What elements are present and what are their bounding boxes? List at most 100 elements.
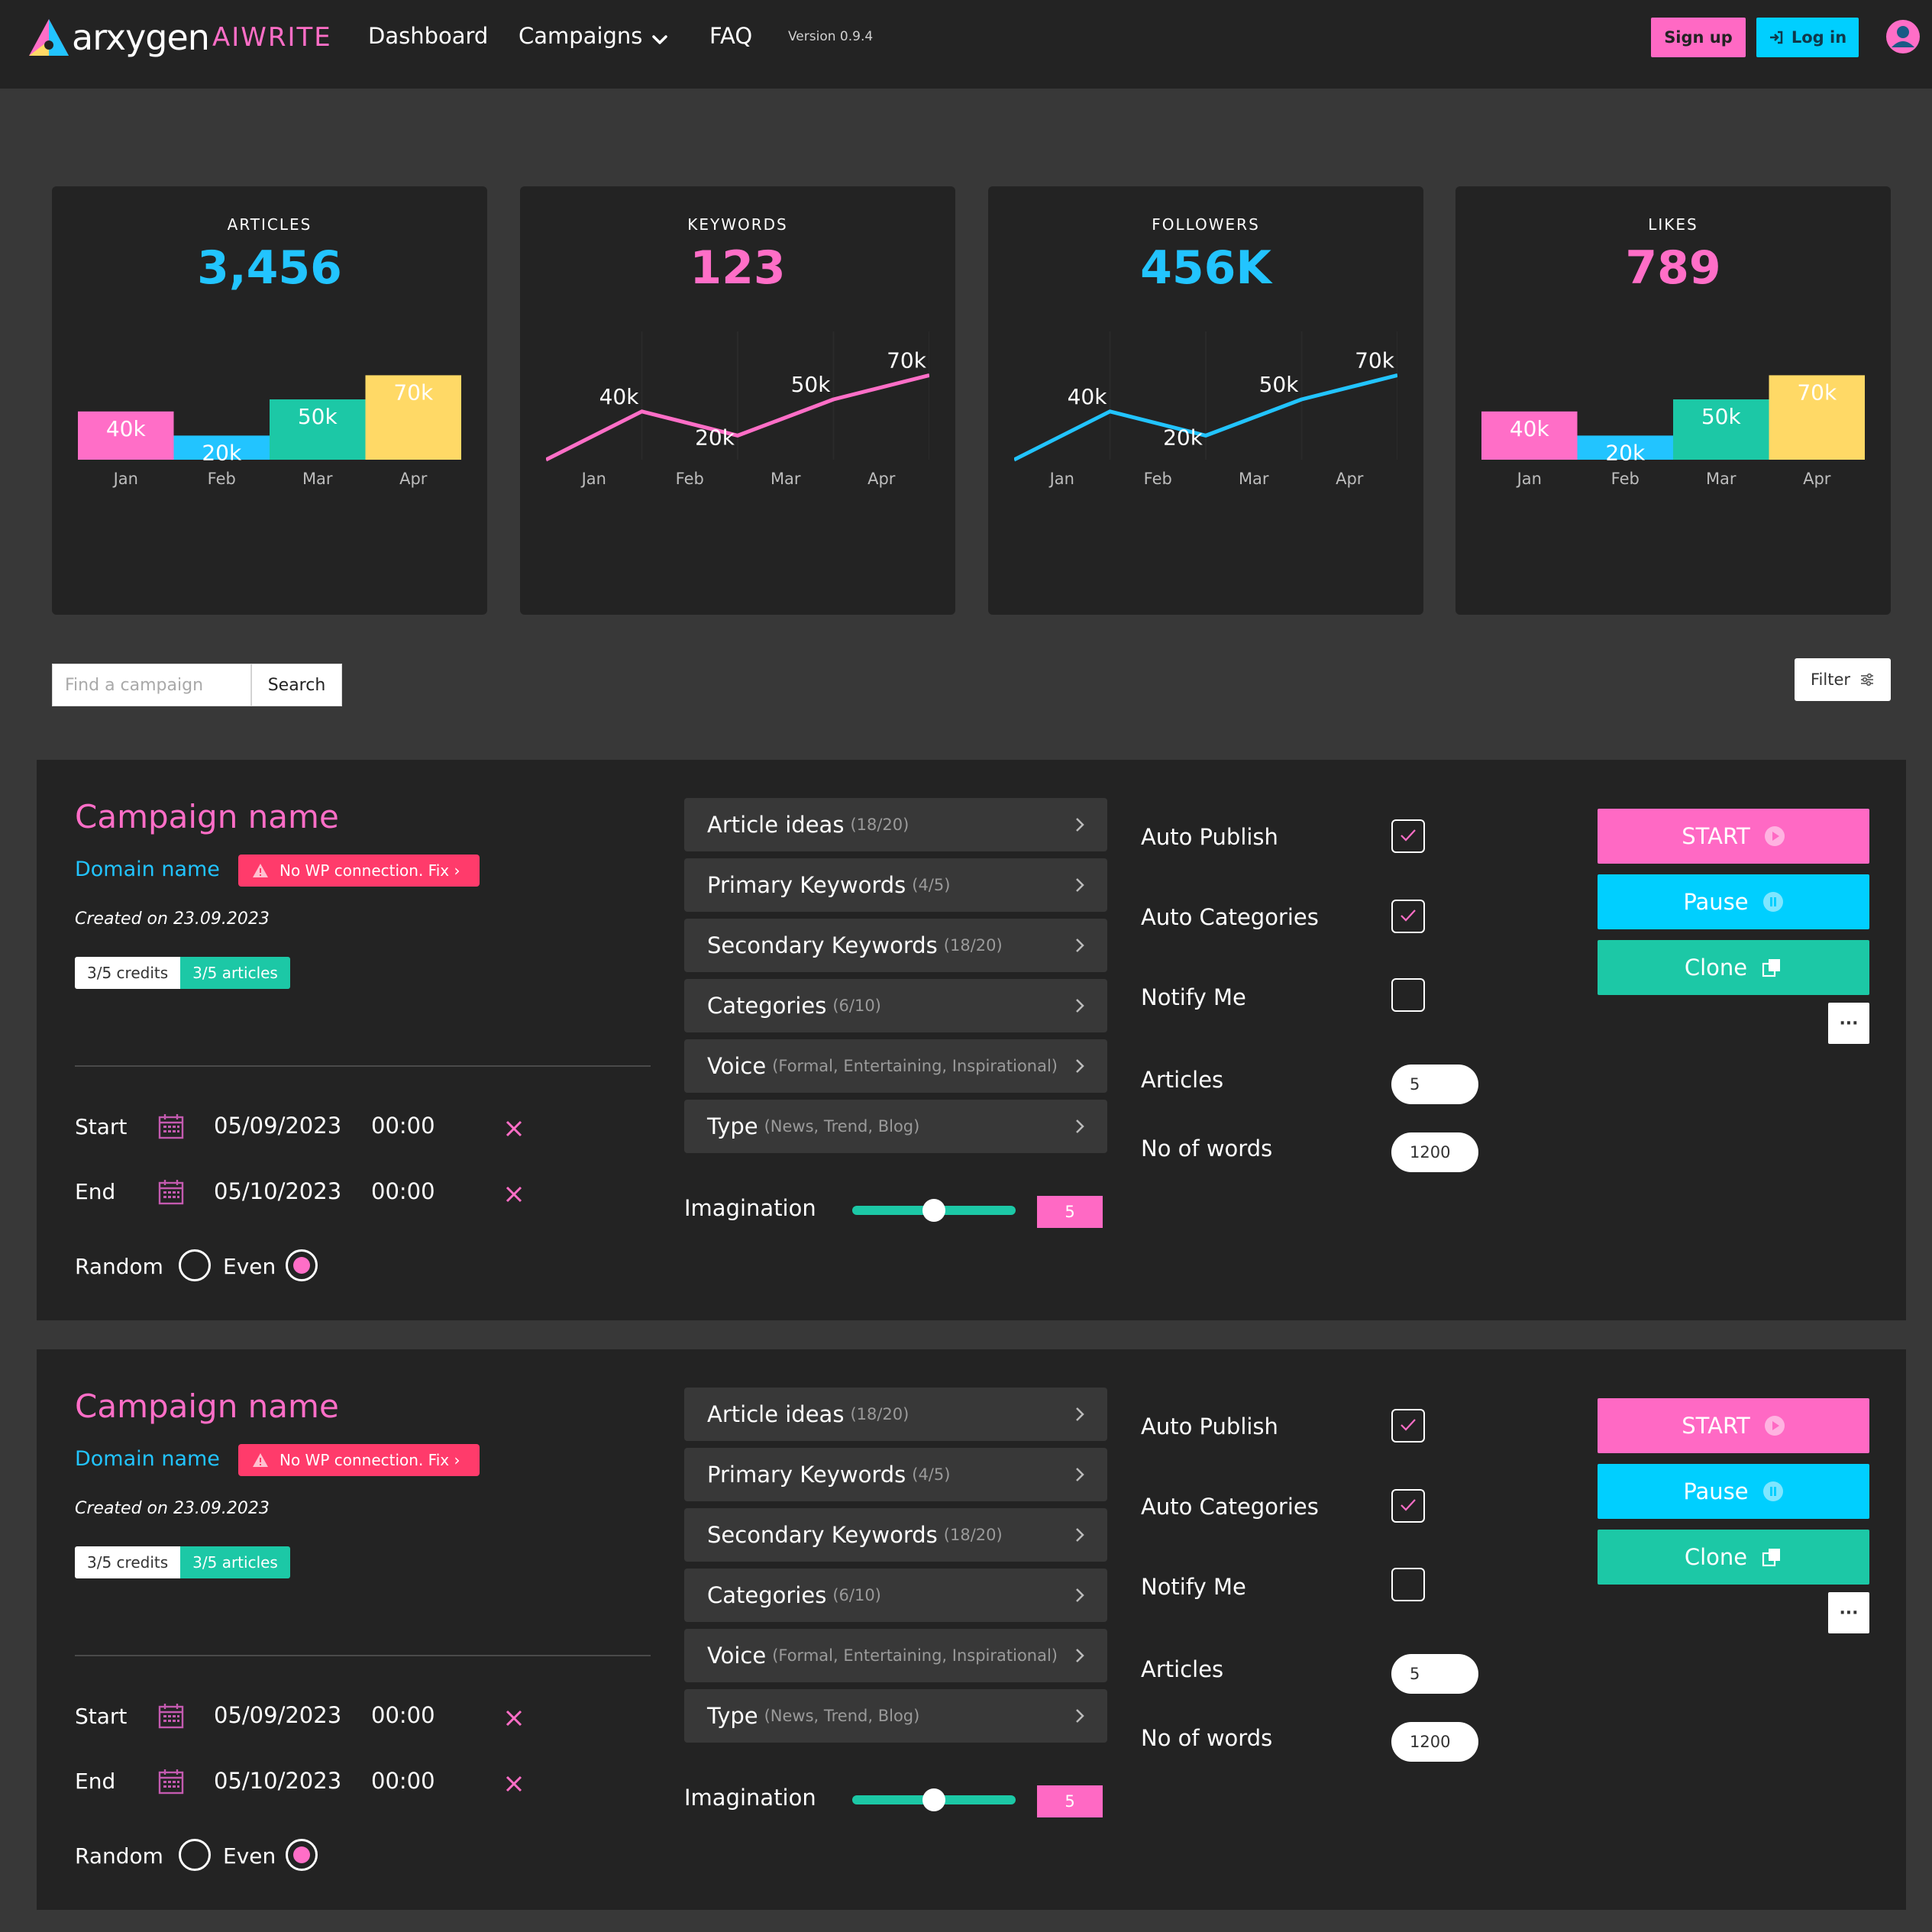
start-date[interactable]: 05/09/2023 [214, 1702, 342, 1728]
calendar-icon[interactable] [157, 1702, 185, 1730]
warning-text: No WP connection. Fix › [279, 1451, 460, 1469]
words-input[interactable]: 1200 [1391, 1132, 1478, 1172]
even-label: Even [223, 1843, 276, 1869]
domain-name[interactable]: Domain name [75, 1447, 220, 1471]
calendar-icon[interactable] [157, 1768, 185, 1795]
auto-categories-checkbox[interactable] [1391, 900, 1425, 933]
nav-faq[interactable]: FAQ [709, 23, 753, 49]
accordion-item[interactable]: Voice (Formal, Entertaining, Inspirationa… [684, 1039, 1107, 1093]
x-tick-label: Feb [676, 470, 704, 488]
usage-badges: 3/5 credits 3/5 articles [75, 957, 290, 989]
pause-label-text: Pause [1683, 889, 1749, 915]
clear-start-icon[interactable] [504, 1708, 524, 1728]
accordion-item[interactable]: Article ideas (18/20) [684, 798, 1107, 851]
more-options-button[interactable]: ··· [1828, 1592, 1869, 1633]
notify-me-checkbox[interactable] [1391, 1568, 1425, 1601]
clear-end-icon[interactable] [504, 1774, 524, 1794]
data-label: 50k [791, 372, 832, 397]
start-button[interactable]: START [1598, 809, 1869, 864]
chart-bar [365, 375, 461, 460]
wp-connection-warning[interactable]: No WP connection. Fix › [238, 1444, 480, 1476]
imagination-value[interactable]: 5 [1037, 1196, 1103, 1228]
end-time[interactable]: 00:00 [371, 1768, 435, 1794]
stat-label: LIKES [1648, 215, 1698, 234]
domain-name[interactable]: Domain name [75, 858, 220, 881]
accordion-item[interactable]: Categories (6/10) [684, 1569, 1107, 1622]
filter-button[interactable]: Filter [1795, 658, 1891, 701]
chart-bar [173, 435, 270, 460]
nav-dashboard[interactable]: Dashboard [368, 23, 489, 49]
random-radio[interactable] [179, 1249, 211, 1281]
data-label: 70k [1355, 347, 1395, 373]
random-radio[interactable] [179, 1839, 211, 1871]
chart-bar [1769, 375, 1865, 460]
start-date[interactable]: 05/09/2023 [214, 1113, 342, 1139]
articles-input[interactable]: 5 [1391, 1654, 1478, 1694]
search-input[interactable] [52, 664, 251, 706]
stat-value: 456K [1140, 241, 1271, 295]
end-time[interactable]: 00:00 [371, 1178, 435, 1204]
imagination-label: Imagination [684, 1785, 816, 1811]
accordion-item[interactable]: Secondary Keywords (18/20) [684, 1508, 1107, 1562]
x-tick-label: Mar [302, 470, 333, 488]
even-radio[interactable] [286, 1839, 318, 1871]
login-label: Log in [1791, 28, 1847, 47]
accordion-item[interactable]: Primary Keywords (4/5) [684, 1448, 1107, 1501]
auto-categories-checkbox[interactable] [1391, 1489, 1425, 1523]
start-button[interactable]: START [1598, 1398, 1869, 1453]
start-time[interactable]: 00:00 [371, 1113, 435, 1139]
accordion-item[interactable]: Primary Keywords (4/5) [684, 858, 1107, 912]
x-tick-label: Feb [1611, 470, 1640, 488]
clear-start-icon[interactable] [504, 1119, 524, 1139]
accordion-item[interactable]: Type (News, Trend, Blog) [684, 1689, 1107, 1743]
accordion-item[interactable]: Secondary Keywords (18/20) [684, 919, 1107, 972]
accordion-item[interactable]: Type (News, Trend, Blog) [684, 1100, 1107, 1153]
search-button[interactable]: Search [251, 664, 342, 706]
created-date: Created on 23.09.2023 [75, 1499, 270, 1518]
campaign-name[interactable]: Campaign name [75, 798, 339, 835]
wp-connection-warning[interactable]: No WP connection. Fix › [238, 855, 480, 887]
pause-button[interactable]: Pause [1598, 1464, 1869, 1519]
even-radio[interactable] [286, 1249, 318, 1281]
clone-button[interactable]: Clone [1598, 940, 1869, 995]
end-date[interactable]: 05/10/2023 [214, 1768, 342, 1794]
play-icon [1764, 826, 1785, 846]
x-tick-label: Jan [112, 470, 138, 488]
logo[interactable]: arxygen AIWRITE [27, 17, 332, 58]
pause-icon [1762, 1481, 1783, 1501]
chevron-down-icon[interactable] [649, 29, 670, 50]
auto-publish-checkbox[interactable] [1391, 819, 1425, 853]
auto-publish-checkbox[interactable] [1391, 1409, 1425, 1443]
avatar[interactable] [1885, 18, 1921, 55]
sliders-icon [1861, 673, 1873, 687]
check-icon [1401, 1499, 1416, 1511]
login-button[interactable]: Log in [1756, 18, 1859, 57]
slider-handle[interactable] [922, 1788, 945, 1811]
notify-me-checkbox[interactable] [1391, 978, 1425, 1012]
accordion-item[interactable]: Article ideas (18/20) [684, 1388, 1107, 1441]
words-input[interactable]: 1200 [1391, 1722, 1478, 1762]
nav-campaigns[interactable]: Campaigns [519, 23, 643, 49]
campaign-name[interactable]: Campaign name [75, 1388, 339, 1425]
calendar-icon[interactable] [157, 1178, 185, 1206]
more-options-button[interactable]: ··· [1828, 1003, 1869, 1044]
clone-button[interactable]: Clone [1598, 1530, 1869, 1585]
accordion-item[interactable]: Categories (6/10) [684, 979, 1107, 1032]
pause-button[interactable]: Pause [1598, 874, 1869, 929]
campaign-card: Campaign name Domain name No WP connecti… [37, 760, 1906, 1320]
signup-button[interactable]: Sign up [1651, 18, 1746, 57]
articles-input[interactable]: 5 [1391, 1065, 1478, 1104]
end-date[interactable]: 05/10/2023 [214, 1178, 342, 1204]
imagination-value[interactable]: 5 [1037, 1785, 1103, 1817]
accordion-item[interactable]: Voice (Formal, Entertaining, Inspirationa… [684, 1629, 1107, 1682]
start-time[interactable]: 00:00 [371, 1702, 435, 1728]
x-tick-label: Mar [771, 470, 801, 488]
accordion-label: Secondary Keywords [707, 1522, 938, 1548]
chevron-right-icon [1076, 818, 1084, 832]
clear-end-icon[interactable] [504, 1184, 524, 1204]
data-label: 40k [106, 416, 147, 441]
calendar-icon[interactable] [157, 1113, 185, 1140]
chevron-right-icon [1076, 1588, 1084, 1602]
check-icon [1401, 1419, 1416, 1431]
slider-handle[interactable] [922, 1199, 945, 1222]
